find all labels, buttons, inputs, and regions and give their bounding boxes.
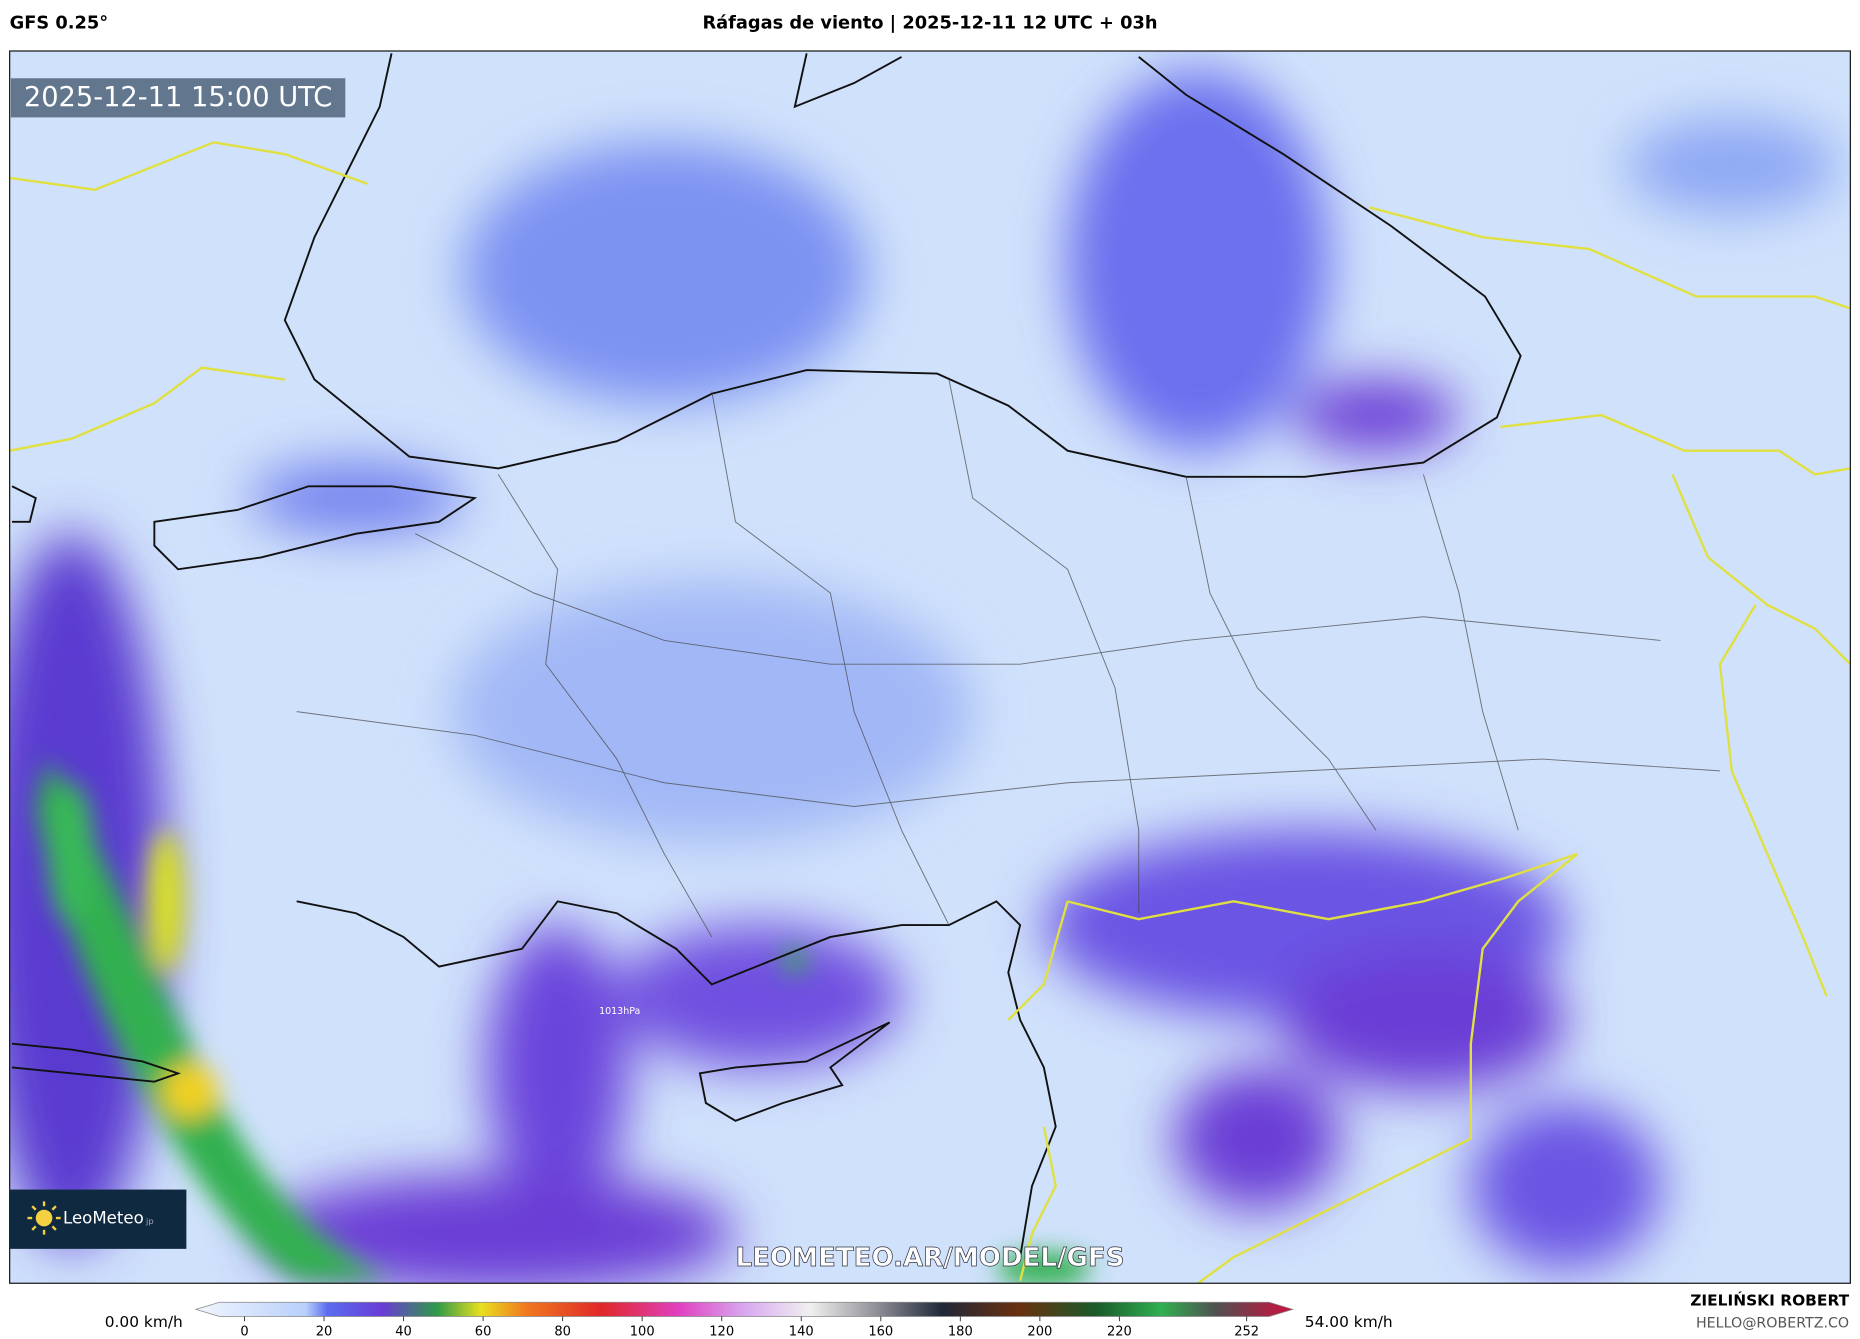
colorbar-tick-label: 100 xyxy=(630,1324,655,1339)
logo-text: LeoMeteo xyxy=(63,1209,144,1228)
model-label: GFS 0.25° xyxy=(10,13,109,34)
colorbar-tick-label: 60 xyxy=(475,1324,492,1339)
colorbar xyxy=(194,1301,1295,1317)
colorbar-tick-label: 20 xyxy=(316,1324,333,1339)
logo-rays xyxy=(27,1201,61,1235)
colorbar-tick-label: 140 xyxy=(789,1324,814,1339)
credit-email: HELLO@ROBERTZ.CO xyxy=(1696,1316,1849,1332)
colorbar-max-label: 54.00 km/h xyxy=(1305,1313,1393,1331)
logo-sun xyxy=(35,1209,53,1227)
isobar-label: 1013hPa xyxy=(599,1006,640,1017)
colorbar-tick-label: 120 xyxy=(709,1324,734,1339)
colorbar-tick-label: 252 xyxy=(1234,1324,1259,1339)
coastlines xyxy=(11,53,1522,1258)
wind-maxima xyxy=(35,759,1092,1284)
credit-name: ZIELIŃSKI ROBERT xyxy=(1690,1291,1849,1310)
colorbar-ticks: 0 20 40 60 80 100 120 140 160 180 200 220 252 xyxy=(240,1316,1259,1339)
logo-suffix: jp xyxy=(145,1216,154,1226)
timestamp-badge xyxy=(10,78,346,118)
timestamp: 2025-12-11 15:00 UTC xyxy=(24,82,332,113)
map-frame xyxy=(9,50,1851,1284)
colorbar-tick-label: 200 xyxy=(1027,1324,1052,1339)
colorbar-tick-label: 160 xyxy=(868,1324,893,1339)
colorbar-tick-label: 40 xyxy=(395,1324,412,1339)
wind-field xyxy=(9,71,1839,1284)
map: 1013hPa xyxy=(9,50,1851,1284)
colorbar-tick-label: 180 xyxy=(948,1324,973,1339)
colorbar-tick-label: 220 xyxy=(1107,1324,1132,1339)
colorbar-min-label: 0.00 km/h xyxy=(105,1313,183,1331)
admin-lines xyxy=(296,379,1720,938)
colorbar-tick-label: 0 xyxy=(240,1324,248,1339)
borders xyxy=(9,141,1851,1284)
watermark: LEOMETEO.AR/MODEL/GFS xyxy=(736,1243,1125,1273)
map-title: Ráfagas de viento | 2025-12-11 12 UTC + … xyxy=(702,13,1157,34)
colorbar-tick-label: 80 xyxy=(554,1324,571,1339)
